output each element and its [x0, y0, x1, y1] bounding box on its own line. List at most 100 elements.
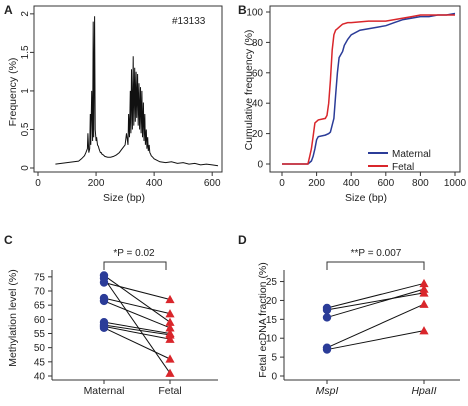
panel-c-pair-line [103, 324, 171, 336]
panel-c-point-fetal [165, 354, 175, 363]
panel-c-point-fetal [165, 368, 175, 377]
panel-b-cumulative: Size (bp) Cumulative frequency (%) 0 200 4… [243, 5, 467, 204]
panel-c-point-maternal [99, 296, 109, 306]
panel-d-point-mspi [322, 345, 332, 354]
panel-c-point-fetal [165, 334, 175, 343]
panel-a-ytick-label: 0.5 [20, 122, 31, 136]
panel-c-pvalue: *P = 0.02 [113, 248, 155, 259]
panel-c-ytick-label: 40 [34, 372, 46, 383]
panel-a-frequency-line [55, 16, 219, 167]
panel-d-ytick-label: 15 [266, 315, 278, 326]
panel-d-point-hpaii [419, 299, 429, 308]
panel-c-significance-bracket [103, 261, 167, 270]
panel-d-pair-line [326, 282, 425, 309]
panel-c-pair-line [103, 325, 171, 340]
panel-d-pair-line [326, 292, 425, 311]
panel-c-ytick-label: 50 [34, 343, 46, 354]
panel-a-ylabel: Frequency (%) [7, 58, 19, 127]
panel-b-xlabel: Size (bp) [345, 192, 387, 204]
panel-d-ecdna: **P = 0.007 Fetal ecDNA fraction (%) Msp… [257, 248, 460, 397]
panel-a-frame [33, 5, 223, 173]
panel-b-xtick-label: 0 [279, 178, 285, 189]
panel-d-ytick-label: 10 [266, 334, 278, 345]
panel-d-ytick-label: 0 [271, 372, 277, 383]
panel-b-xtick-label: 1000 [444, 178, 467, 189]
panel-c-point-fetal [165, 294, 175, 304]
panel-d-pair-line [326, 330, 425, 351]
panel-d-ytick-label: 5 [271, 353, 277, 364]
panel-b-frame [269, 5, 461, 173]
panel-d-point-hpaii [419, 278, 429, 288]
panel-b-maternal-line [282, 12, 456, 165]
panel-c-ylabel: Methylation level (%) [7, 269, 19, 366]
panel-a-ytick-label: 0 [20, 165, 31, 171]
panel-a-xlabel: Size (bp) [103, 192, 145, 204]
panel-d-point-mspi [322, 305, 332, 315]
panel-c-ytick-label: 55 [34, 329, 46, 340]
panel-c-axes: 40 45 50 55 60 65 70 75 [34, 270, 218, 384]
panel-d-point-hpaii [419, 284, 429, 293]
panel-b-ytick-label: 0 [257, 160, 263, 171]
panel-c-point-fetal [165, 317, 175, 326]
panel-letter-a: A [4, 3, 13, 17]
panel-d-ytick-label: 25 [266, 277, 278, 288]
panel-c-point-maternal [99, 323, 109, 333]
panel-b-ytick-label: 100 [246, 8, 263, 19]
panel-d-pvalue: **P = 0.007 [351, 248, 402, 259]
panel-letter-c: C [4, 233, 13, 247]
panel-a-xtick-label: 0 [35, 178, 41, 189]
panel-a-xtick-label: 200 [88, 178, 105, 189]
panel-b-ytick-label: 40 [252, 99, 264, 110]
panel-a-ytick-label: 2 [20, 11, 31, 17]
panel-a-ytick-label: 1.5 [20, 45, 31, 59]
panel-d-point-hpaii [419, 326, 429, 335]
legend-label-fetal: Fetal [392, 162, 414, 173]
panel-c-pair-line [103, 275, 171, 323]
panel-c-pair-line [103, 327, 171, 360]
panel-a-ytick-label: 1 [20, 88, 31, 94]
panel-d-significance-bracket [326, 261, 425, 270]
panel-letter-d: D [238, 233, 247, 247]
panel-d-pair-line [326, 303, 425, 349]
panel-c-ytick-label: 65 [34, 301, 46, 312]
panel-d-marks [322, 278, 429, 354]
panel-c-marks [99, 271, 175, 377]
panel-c-point-fetal [165, 323, 175, 332]
panel-c-pair-line [103, 282, 171, 300]
panel-b-ytick-label: 20 [252, 129, 264, 140]
panel-d-category-mspi: MspI [316, 385, 339, 397]
panel-c-category-maternal: Maternal [84, 385, 125, 397]
panel-a-size-distribution: #13133 Size (bp) Frequency (%) 0 200 400 60… [7, 5, 223, 204]
panel-c-ytick-label: 60 [34, 315, 46, 326]
panel-c-pair-line [103, 297, 171, 315]
panel-d-category-hpaii: HpaII [411, 385, 436, 397]
panel-c-point-fetal [165, 330, 175, 339]
panel-d-ytick-label: 20 [266, 296, 278, 307]
panel-b-ylabel: Cumulative frequency (%) [243, 30, 255, 151]
panel-d-ylabel: Fetal ecDNA fraction (%) [257, 262, 269, 378]
panel-a-xtick-label: 400 [146, 178, 163, 189]
panel-b-fetal-line [282, 14, 455, 165]
panel-b-xtick-label: 800 [412, 178, 429, 189]
panel-c-methylation: *P = 0.02 Methylation level (%) Maternal… [7, 248, 218, 397]
panel-b-ytick-label: 60 [252, 68, 264, 79]
panel-b-ytick-label: 80 [252, 38, 264, 49]
panel-d-pair-line [326, 288, 425, 318]
sample-id-label: #13133 [172, 16, 206, 27]
panel-b-axes: 0 200 400 600 800 1000 0 20 40 60 80 100 [246, 5, 467, 189]
panel-a-axes: 0 200 400 600 0 0.5 1 1.5 2 [20, 5, 223, 189]
panel-c-pair-line [103, 321, 171, 334]
panel-c-ytick-label: 45 [34, 357, 46, 368]
panel-d-axes: 0 5 10 15 20 25 [266, 270, 460, 384]
panel-b-xtick-label: 600 [377, 178, 394, 189]
panel-b-xtick-label: 200 [308, 178, 325, 189]
panel-c-category-fetal: Fetal [158, 385, 181, 397]
panel-c-pair-line [103, 277, 171, 374]
legend-label-maternal: Maternal [392, 149, 431, 160]
panel-c-point-fetal [165, 309, 175, 318]
panel-c-pair-line [103, 300, 171, 329]
panel-d-point-mspi [322, 313, 332, 322]
panel-c-point-maternal [99, 274, 109, 283]
panel-letter-b: B [238, 3, 247, 17]
